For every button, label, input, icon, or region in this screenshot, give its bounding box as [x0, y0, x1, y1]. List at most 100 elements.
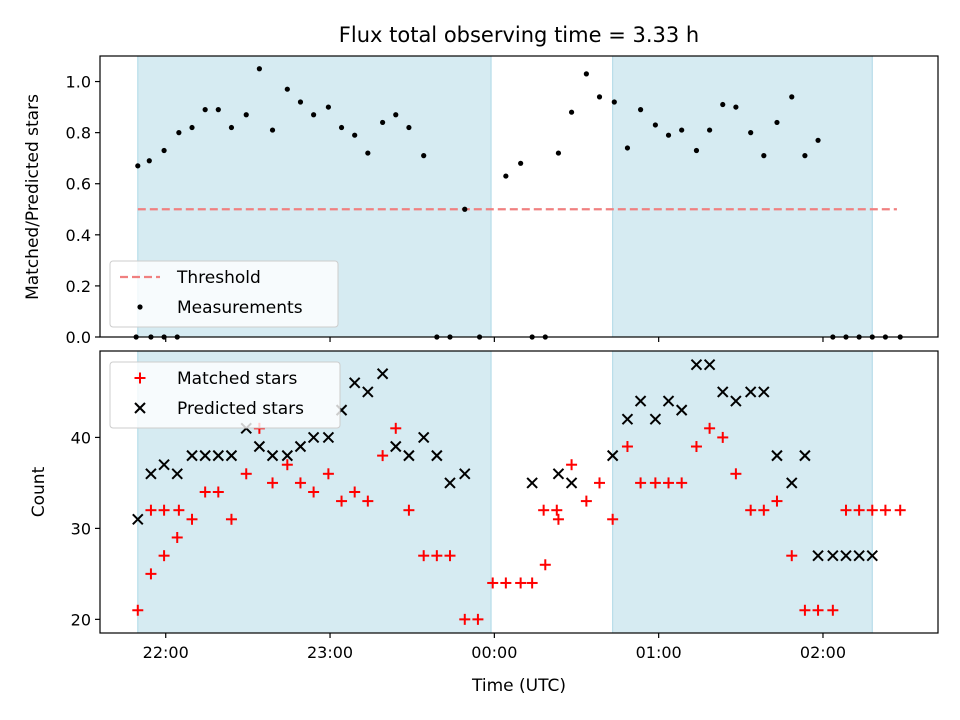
top-measurement-point — [679, 127, 685, 133]
top-y-tick-label: 0.6 — [66, 175, 91, 194]
bottom-matched-point — [281, 459, 293, 471]
bottom-predicted-point — [362, 386, 374, 398]
bottom-x-tick-label: 23:00 — [307, 643, 353, 662]
bottom-predicted-point — [307, 431, 320, 444]
bottom-matched-point — [551, 504, 563, 516]
bottom-predicted-point — [565, 477, 578, 489]
bottom-predicted-point — [390, 440, 402, 453]
bottom-matched-point — [500, 577, 512, 589]
top-legend-label: Threshold — [176, 268, 261, 288]
top-measurement-point — [815, 137, 821, 143]
bottom-legend-label: Predicted stars — [177, 399, 304, 419]
bottom-predicted-point — [444, 477, 456, 489]
bottom-predicted-point — [281, 449, 294, 462]
bottom-predicted-point — [212, 449, 225, 462]
top-measurement-point — [652, 122, 658, 128]
bottom-matched-point — [580, 495, 592, 507]
bottom-legend-label: Matched stars — [177, 369, 297, 389]
bottom-matched-point — [377, 450, 389, 462]
bottom-matched-point — [267, 477, 279, 489]
top-measurement-point — [583, 71, 589, 77]
bottom-predicted-point — [786, 477, 798, 489]
bottom-predicted-point — [348, 377, 361, 389]
bottom-matched-point — [158, 550, 170, 562]
bottom-predicted-point — [606, 449, 619, 462]
bottom-predicted-point — [322, 431, 335, 444]
bottom-predicted-point — [403, 449, 415, 462]
bottom-x-tick-label: 01:00 — [636, 643, 682, 662]
bottom-matched-point — [552, 513, 564, 525]
bottom-predicted-point — [866, 549, 878, 562]
bottom-predicted-point — [266, 449, 279, 462]
bottom-x-tick-label: 00:00 — [471, 643, 517, 662]
bottom-matched-point — [786, 550, 798, 562]
bottom-matched-point — [730, 468, 742, 480]
bottom-matched-point — [390, 422, 402, 434]
top-measurement-point — [338, 124, 345, 131]
bottom-matched-point — [225, 513, 237, 525]
top-measurement-point — [733, 104, 739, 110]
top-measurement-point — [568, 109, 575, 115]
top-measurement-point — [611, 99, 617, 105]
bottom-predicted-point — [552, 468, 565, 480]
bottom-predicted-point — [812, 549, 824, 562]
bottom-matched-point — [566, 459, 578, 471]
top-axes-frame — [99, 55, 939, 338]
top-measurement-point — [380, 119, 386, 126]
bottom-matched-point — [827, 604, 839, 616]
top-measurement-point — [228, 124, 235, 131]
top-y-tick-label: 0.0 — [66, 328, 91, 347]
bottom-predicted-point — [158, 459, 170, 471]
top-shaded-interval — [612, 55, 873, 338]
top-y-tick-label: 0.2 — [66, 277, 91, 296]
top-measurement-point — [774, 119, 780, 126]
top-measurement-point — [189, 124, 195, 131]
bottom-matched-point — [145, 568, 157, 580]
top-y-tick-label: 0.4 — [66, 226, 91, 245]
top-measurement-point — [256, 66, 262, 72]
bottom-matched-point — [294, 477, 306, 489]
bottom-matched-point — [487, 577, 499, 589]
bottom-predicted-point — [526, 477, 538, 489]
bottom-matched-point — [526, 577, 538, 589]
top-measurement-point — [462, 206, 468, 212]
top-measurement-point — [135, 163, 141, 169]
top-panel: 0.0 0.2 0.4 0.6 0.8 1.0 Threshold Measurements — [66, 55, 939, 347]
bottom-matched-point — [607, 513, 619, 525]
bottom-matched-point — [173, 504, 185, 516]
bottom-shaded-interval — [612, 350, 873, 634]
bottom-matched-point — [866, 504, 878, 516]
top-measurement-point — [365, 150, 371, 156]
bottom-matched-point — [431, 550, 443, 562]
bottom-matched-point — [879, 504, 891, 516]
bottom-matched-point — [538, 504, 550, 516]
top-measurement-point — [624, 145, 631, 151]
bottom-predicted-point — [758, 386, 770, 398]
bottom-predicted-point — [662, 395, 675, 407]
bottom-y-tick-label: 40 — [71, 428, 91, 447]
top-measurement-point — [406, 124, 412, 131]
bottom-matched-point — [690, 441, 702, 453]
bottom-predicted-point — [621, 413, 634, 425]
top-measurement-point — [693, 147, 700, 154]
bottom-matched-point — [171, 531, 183, 543]
bottom-predicted-point — [827, 549, 839, 562]
bottom-matched-point — [799, 604, 811, 616]
bottom-matched-point — [444, 550, 456, 562]
bottom-matched-point — [145, 504, 157, 516]
bottom-matched-point — [621, 441, 633, 453]
chart-title: Flux total observing time = 3.33 h — [339, 23, 699, 47]
bottom-matched-point — [704, 422, 716, 434]
bottom-predicted-point — [675, 404, 688, 416]
top-legend-box — [109, 260, 339, 328]
bottom-matched-point — [418, 550, 430, 562]
top-measurement-point — [311, 112, 317, 118]
bottom-matched-point — [349, 486, 361, 498]
top-measurement-point — [352, 132, 358, 138]
bottom-predicted-point — [171, 468, 183, 480]
bottom-matched-point — [459, 613, 471, 625]
top-measurement-point — [802, 153, 808, 159]
top-measurement-point — [555, 150, 562, 156]
